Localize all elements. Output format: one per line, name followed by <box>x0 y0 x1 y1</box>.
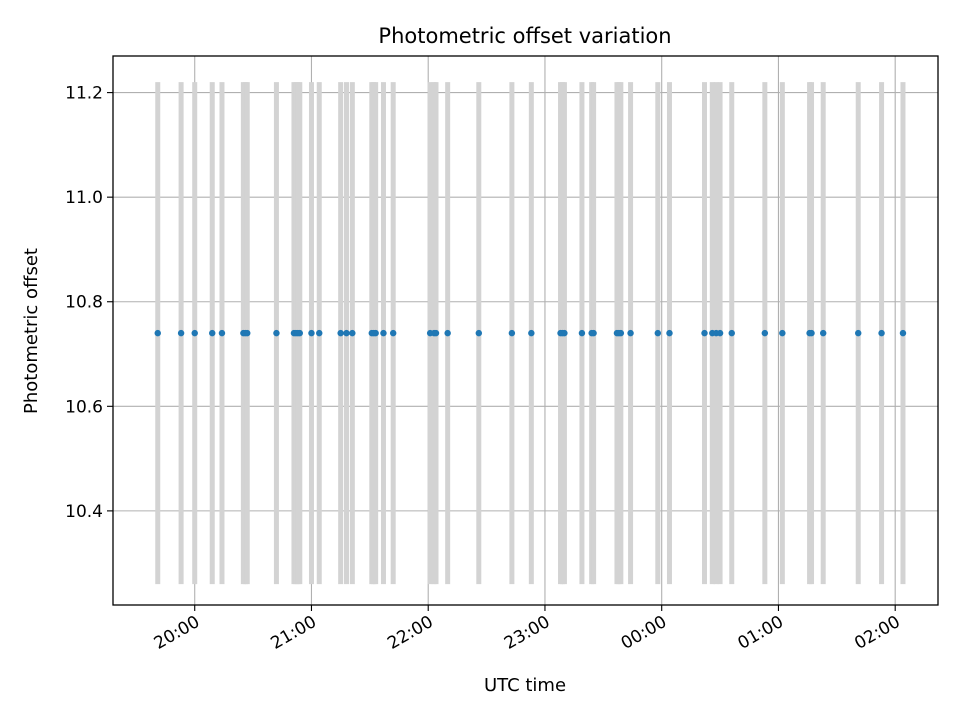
data-point <box>820 329 827 337</box>
data-point <box>380 329 387 337</box>
data-point <box>779 329 786 337</box>
data-point <box>878 329 885 337</box>
data-point <box>617 329 625 337</box>
data-point <box>154 329 161 337</box>
data-point <box>508 329 516 337</box>
data-point <box>701 329 708 337</box>
data-point <box>218 329 226 337</box>
y-tick-label: 10.6 <box>65 397 103 417</box>
data-point <box>349 329 356 337</box>
y-tick-label: 10.8 <box>65 293 103 313</box>
data-point <box>716 329 724 337</box>
y-tick-label: 11.2 <box>65 84 103 104</box>
data-point <box>177 329 185 337</box>
data-point <box>444 329 451 337</box>
data-point <box>308 329 315 337</box>
data-point <box>855 329 862 337</box>
data-point <box>808 329 815 337</box>
y-axis-title: Photometric offset <box>21 248 42 414</box>
data-point <box>761 329 769 337</box>
data-point <box>432 329 440 337</box>
data-point <box>654 329 662 337</box>
data-point <box>561 329 568 337</box>
data-point <box>273 329 280 337</box>
data-point <box>528 329 535 337</box>
data-point <box>372 329 379 337</box>
y-axis: 10.4 10.6 10.8 11.0 11.2 <box>65 84 113 522</box>
data-point <box>244 329 251 337</box>
data-point <box>296 329 303 337</box>
data-point <box>337 329 344 337</box>
data-point <box>666 329 673 337</box>
data-point <box>728 329 735 337</box>
data-point <box>191 329 198 337</box>
data-points <box>154 329 907 337</box>
data-point <box>389 329 397 337</box>
chart-title: Photometric offset variation <box>378 24 671 48</box>
y-tick-label: 11.0 <box>65 188 103 208</box>
data-point <box>316 329 323 337</box>
y-tick-label: 10.4 <box>65 502 103 522</box>
data-point <box>899 329 907 337</box>
data-point <box>475 329 483 337</box>
data-point <box>343 329 350 337</box>
plot-frame <box>112 55 939 606</box>
x-axis-title: UTC time <box>484 675 566 696</box>
data-point <box>578 329 586 337</box>
data-point <box>209 329 216 337</box>
data-point <box>590 329 597 337</box>
data-point <box>627 329 634 337</box>
